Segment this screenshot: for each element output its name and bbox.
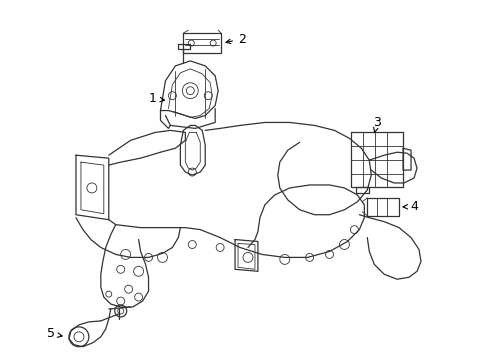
Text: 5: 5	[47, 327, 55, 340]
Text: 3: 3	[373, 116, 381, 129]
Text: 1: 1	[148, 92, 156, 105]
Text: 2: 2	[238, 33, 246, 46]
Text: 4: 4	[410, 200, 418, 213]
